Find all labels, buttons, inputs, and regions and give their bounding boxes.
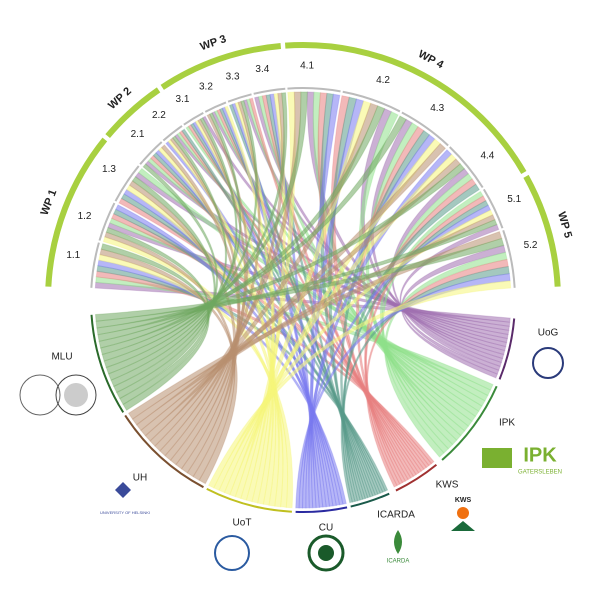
partner-arc — [441, 385, 498, 461]
icarda-logo — [394, 530, 402, 554]
cu-logo — [318, 545, 334, 561]
task-arc — [342, 90, 401, 113]
wp-label: WP 1 — [39, 188, 60, 217]
mlu-seal — [55, 374, 97, 416]
task-arc — [90, 242, 100, 288]
task-arc — [502, 229, 516, 288]
task-label: 4.1 — [300, 61, 314, 72]
task-label: 4.2 — [376, 75, 390, 86]
task-label: 5.2 — [524, 240, 538, 251]
wp-arc — [160, 42, 282, 90]
ribbon — [340, 265, 510, 504]
partner-label: IPK — [499, 418, 515, 429]
task-arc — [449, 146, 484, 189]
task-arc — [483, 188, 504, 229]
task-label: 5.1 — [507, 194, 521, 205]
icarda-logo-text: ICARDA — [387, 559, 410, 565]
uot-logo — [214, 535, 250, 571]
task-label: 4.3 — [430, 103, 444, 114]
task-label: 4.4 — [480, 151, 494, 162]
task-arc — [227, 93, 252, 103]
ribbon — [364, 195, 487, 487]
partner-label: CU — [319, 523, 333, 534]
wp-label: WP 5 — [555, 211, 574, 240]
uh-logo — [115, 482, 131, 498]
task-label: 2.1 — [131, 129, 145, 140]
kws-logo — [451, 521, 475, 531]
wp-arc — [523, 174, 561, 287]
wp-arc — [285, 42, 527, 175]
partner-arc — [395, 463, 438, 492]
task-arc — [401, 111, 449, 147]
task-label: 1.2 — [78, 211, 92, 222]
task-arc — [114, 165, 140, 202]
partner-arc — [206, 488, 292, 513]
partner-label: ICARDA — [377, 510, 415, 521]
ribbon — [94, 237, 505, 322]
kws-logo — [457, 507, 469, 519]
ipk-logo — [482, 448, 512, 468]
task-label: 3.3 — [226, 71, 240, 82]
task-arc — [183, 112, 204, 126]
partner-arc — [90, 314, 125, 413]
partner-arc — [350, 492, 390, 508]
partner-label: UoT — [233, 518, 252, 529]
ribbon — [116, 176, 216, 400]
ipk-logo-sub: GATERSLEBEN — [518, 470, 562, 476]
partner-label: MLU — [51, 352, 72, 363]
wp-arc — [45, 137, 108, 287]
ribbon — [295, 273, 511, 509]
task-arc — [287, 87, 341, 93]
rings — [45, 42, 561, 513]
partner-arc — [124, 414, 204, 489]
logos: UNIVERSITY OF HELSINKI ICARDA KWS IPK GA… — [19, 347, 564, 572]
task-arc — [98, 202, 116, 241]
ribbon — [384, 251, 508, 458]
ribbon — [400, 244, 507, 379]
wp-label: WP 3 — [199, 33, 228, 53]
partner-label: UoG — [538, 328, 559, 339]
ribbon — [207, 280, 512, 489]
mlu-seal — [19, 374, 61, 416]
uh-logo-text: UNIVERSITY OF HELSINKI — [100, 510, 150, 515]
ribbons — [94, 91, 512, 509]
task-label: 3.4 — [255, 64, 269, 75]
partner-label: KWS — [436, 480, 459, 491]
task-label: 3.2 — [199, 82, 213, 93]
partner-label: UH — [133, 473, 147, 484]
task-label: 1.1 — [66, 250, 80, 261]
mlu-seal — [64, 383, 88, 407]
ribbon — [105, 226, 210, 406]
ipk-logo-text: IPK — [523, 444, 557, 466]
task-label: 3.1 — [176, 94, 190, 105]
task-label: 2.2 — [152, 110, 166, 121]
kws-logo-text: KWS — [455, 497, 472, 504]
wp-label: WP 4 — [416, 48, 446, 72]
ribbon — [365, 258, 509, 488]
wp-arc — [105, 87, 161, 139]
task-label: 1.3 — [102, 164, 116, 175]
uog-logo — [532, 347, 564, 379]
task-arc — [204, 101, 227, 113]
wp-label: WP 2 — [106, 85, 134, 112]
ribbon — [100, 243, 210, 411]
task-arc — [253, 87, 286, 95]
task-arc — [139, 141, 163, 165]
task-arc — [162, 125, 183, 142]
cu-logo — [307, 534, 345, 572]
partner-arc — [295, 506, 348, 513]
partner-arc — [498, 318, 516, 380]
